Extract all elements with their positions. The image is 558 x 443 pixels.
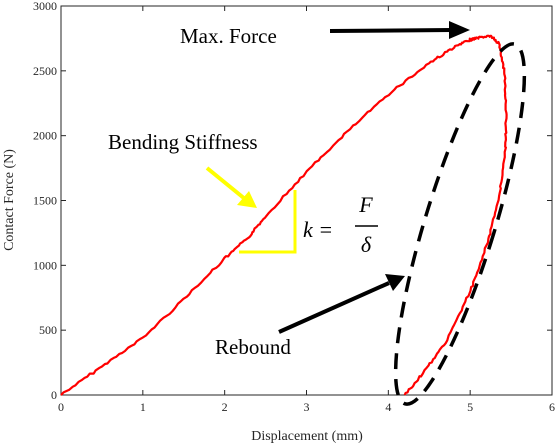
force-displacement-curve <box>60 34 508 396</box>
bending-stiffness-arrow <box>205 166 257 208</box>
stiffness-formula: k = F δ <box>303 192 378 257</box>
x-tick-label: 1 <box>140 400 146 414</box>
formula-denominator: δ <box>361 232 372 257</box>
y-tick-label: 0 <box>51 388 57 402</box>
max-force-label: Max. Force <box>180 24 277 48</box>
rebound-ellipse <box>393 42 527 406</box>
y-tick-label: 3000 <box>33 0 57 13</box>
x-tick-label: 5 <box>467 400 473 414</box>
y-tick-label: 2000 <box>33 129 57 143</box>
formula-numerator: F <box>358 192 373 217</box>
y-tick-label: 1000 <box>33 258 57 272</box>
curve-layer <box>60 34 508 396</box>
x-tick-label: 3 <box>304 400 310 414</box>
x-tick-label: 0 <box>58 400 64 414</box>
x-tick-label: 4 <box>385 400 391 414</box>
x-axis-title: Displacement (mm) <box>251 429 363 443</box>
y-axis-title: Contact Force (N) <box>2 149 17 251</box>
rebound-label: Rebound <box>215 335 291 359</box>
y-tick-label: 2500 <box>33 64 57 78</box>
x-tick-label: 2 <box>222 400 228 414</box>
stiffness-triangle <box>239 190 297 254</box>
x-tick-label: 6 <box>549 400 555 414</box>
formula-lhs: k = <box>303 217 333 242</box>
tick-labels: 0 1 2 3 4 5 6 0 500 1000 1500 2000 2500 3000 <box>33 0 555 414</box>
y-tick-label: 500 <box>39 323 57 337</box>
bending-stiffness-label: Bending Stiffness <box>108 130 258 154</box>
y-tick-label: 1500 <box>33 194 57 208</box>
rebound-arrow <box>278 274 405 334</box>
max-force-arrow <box>329 21 470 39</box>
